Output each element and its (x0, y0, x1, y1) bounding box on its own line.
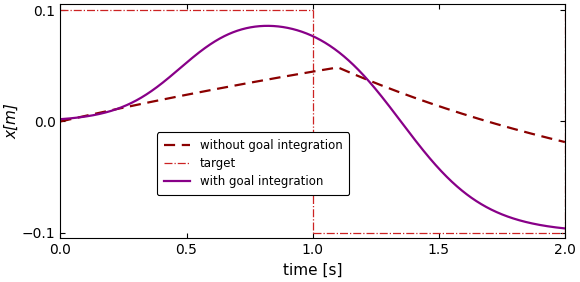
Y-axis label: x[m]: x[m] (4, 103, 19, 139)
X-axis label: time [s]: time [s] (283, 263, 342, 278)
Legend: without goal integration, target, with goal integration: without goal integration, target, with g… (157, 132, 350, 195)
